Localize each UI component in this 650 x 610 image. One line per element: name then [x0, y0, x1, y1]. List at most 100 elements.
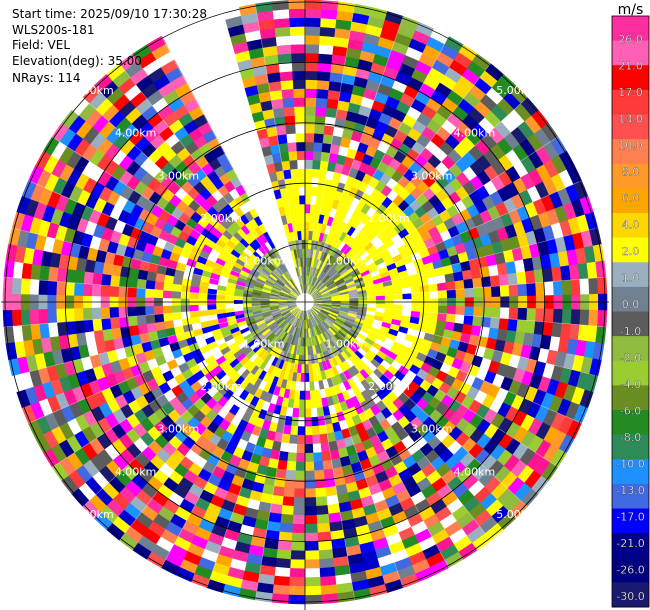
velocity-gate	[425, 97, 443, 113]
velocity-gate	[305, 35, 321, 45]
velocity-gate	[304, 585, 322, 596]
velocity-gate	[288, 279, 295, 288]
velocity-gate	[269, 295, 279, 299]
velocity-gate	[305, 52, 320, 63]
velocity-gate	[368, 265, 379, 274]
velocity-gate	[12, 260, 24, 279]
velocity-gate	[342, 272, 352, 280]
velocity-gate	[450, 461, 467, 477]
velocity-gate	[305, 115, 316, 125]
velocity-gate	[351, 326, 361, 334]
velocity-gate	[238, 323, 249, 331]
velocity-gate	[265, 279, 275, 286]
velocity-gate	[526, 401, 542, 419]
velocity-gate	[304, 470, 315, 480]
velocity-gate	[508, 500, 528, 520]
velocity-gate	[316, 334, 322, 345]
velocity-gate	[375, 304, 386, 309]
velocity-gate	[188, 483, 204, 498]
velocity-gate	[310, 288, 318, 296]
velocity-gate	[74, 319, 85, 334]
velocity-gate	[312, 293, 322, 298]
velocity-gate	[305, 17, 322, 28]
velocity-gate	[287, 303, 297, 306]
velocity-gate	[173, 536, 192, 552]
velocity-gate	[205, 502, 222, 517]
velocity-gate	[337, 330, 347, 339]
velocity-gate	[315, 279, 322, 288]
colorbar-tick-label: 6.0	[622, 192, 640, 205]
velocity-gate	[236, 227, 247, 239]
velocity-gate	[236, 241, 247, 252]
velocity-gate	[143, 349, 156, 362]
velocity-gate	[540, 254, 552, 270]
velocity-gate	[11, 277, 22, 295]
velocity-gate	[491, 240, 504, 255]
velocity-gate	[319, 286, 328, 293]
velocity-gate	[358, 330, 369, 338]
velocity-gate	[516, 205, 531, 222]
velocity-gate	[218, 207, 230, 220]
velocity-gate	[261, 351, 270, 361]
velocity-gate	[579, 309, 590, 327]
velocity-gate	[332, 273, 342, 281]
velocity-gate	[503, 454, 520, 473]
velocity-gate	[535, 146, 552, 165]
velocity-gate	[453, 322, 464, 334]
velocity-gate	[163, 312, 173, 322]
velocity-gate	[328, 226, 336, 237]
velocity-gate	[571, 199, 586, 218]
velocity-gate	[168, 435, 183, 450]
velocity-gate	[274, 358, 282, 369]
velocity-gate	[247, 544, 265, 557]
velocity-gate	[332, 466, 344, 478]
velocity-gate	[193, 353, 205, 365]
velocity-gate	[297, 337, 302, 347]
velocity-gate	[309, 381, 315, 391]
velocity-gate	[112, 454, 129, 471]
velocity-gate	[292, 308, 300, 316]
velocity-gate	[89, 421, 105, 439]
velocity-gate	[386, 262, 397, 272]
velocity-gate	[130, 473, 148, 490]
velocity-gate	[305, 319, 308, 329]
velocity-gate	[68, 469, 86, 489]
velocity-gate	[405, 222, 417, 235]
velocity-gate	[399, 275, 410, 284]
velocity-gate	[522, 257, 535, 273]
velocity-gate	[272, 269, 281, 278]
velocity-gate	[126, 144, 142, 161]
velocity-gate	[261, 288, 272, 294]
velocity-gate	[89, 91, 108, 110]
velocity-gate	[133, 408, 148, 424]
velocity-gate	[315, 316, 322, 325]
velocity-gate	[327, 367, 336, 378]
velocity-gate	[297, 275, 302, 285]
velocity-gate	[118, 232, 131, 247]
velocity-gate	[357, 486, 372, 499]
velocity-gate	[437, 305, 448, 315]
colorbar-tick-label: -13.0	[616, 484, 644, 497]
velocity-gate	[368, 454, 381, 467]
velocity-gate	[112, 492, 130, 510]
velocity-gate	[440, 469, 457, 485]
velocity-gate	[464, 306, 474, 317]
velocity-gate	[272, 385, 281, 397]
velocity-gate	[187, 186, 200, 200]
velocity-gate	[517, 465, 535, 484]
velocity-gate	[345, 444, 357, 457]
velocity-gate	[361, 273, 372, 281]
velocity-gate	[204, 370, 216, 382]
velocity-gate	[320, 17, 337, 29]
velocity-gate	[328, 284, 337, 290]
colorbar-tick-label: -10.0	[616, 457, 644, 470]
velocity-gate	[516, 383, 530, 399]
velocity-gate	[309, 328, 313, 338]
velocity-gate	[422, 44, 442, 61]
velocity-gate	[315, 280, 323, 289]
velocity-gate	[126, 236, 139, 249]
velocity-gate	[98, 401, 113, 418]
velocity-gate	[451, 505, 469, 522]
velocity-gate	[318, 53, 333, 64]
velocity-gate	[351, 208, 362, 219]
